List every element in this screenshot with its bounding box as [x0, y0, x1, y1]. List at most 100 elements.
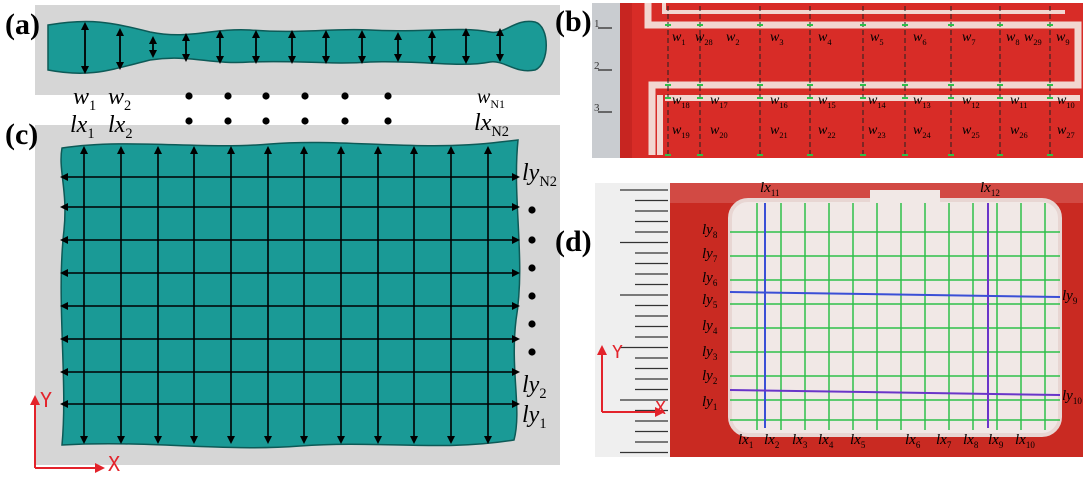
ellipsis-dot	[528, 292, 536, 300]
label-lx2: lx2	[108, 112, 133, 142]
length-label-lx7: lx7	[936, 432, 952, 450]
label-ly1: ly1	[522, 402, 547, 432]
width-label-w23: w23	[868, 123, 886, 140]
panel-d-axis-x-label: X	[655, 398, 666, 419]
panel-b-dashed-lines	[665, 6, 1053, 156]
length-label-ly5: ly5	[702, 292, 718, 310]
length-label-ly4: ly4	[702, 318, 718, 336]
ellipsis-dot	[224, 117, 232, 125]
ellipsis-dot	[185, 117, 193, 125]
ruler-mark-2: 2	[594, 60, 600, 72]
length-label-lx4: lx4	[818, 432, 834, 450]
length-label-lx9: lx9	[988, 432, 1004, 450]
width-label-w13: w13	[913, 93, 931, 110]
width-label-w17: w17	[710, 93, 728, 110]
width-label-w26: w26	[1010, 123, 1028, 140]
width-label-w9: w9	[1056, 30, 1070, 47]
width-label-w29: w29	[1024, 30, 1042, 47]
length-label-ly9: ly9	[1062, 288, 1078, 306]
length-label-lx8: lx8	[963, 432, 979, 450]
ruler-mark-1: 1	[594, 18, 600, 30]
length-label-ly1: ly1	[702, 394, 718, 412]
ellipsis-dot	[528, 206, 536, 214]
length-label-ly6: ly6	[702, 270, 718, 288]
ellipsis-dot	[384, 92, 392, 100]
width-label-w6: w6	[913, 30, 927, 47]
width-label-w20: w20	[710, 123, 728, 140]
width-label-w1: w1	[672, 30, 686, 47]
length-label-lx3: lx3	[792, 432, 808, 450]
width-label-w19: w19	[672, 123, 690, 140]
panel-label-b: (b)	[555, 5, 592, 38]
length-label-lx6: lx6	[905, 432, 921, 450]
panel-a-width-arrows	[81, 22, 504, 74]
panel-c-grid-arrows	[60, 146, 520, 444]
length-label-ly3: ly3	[702, 344, 718, 362]
width-label-w21: w21	[770, 123, 788, 140]
ellipsis-dot	[185, 92, 193, 100]
ellipsis-dots-vertical	[528, 206, 536, 356]
width-label-w28: w28	[695, 30, 713, 47]
ellipsis-dot	[528, 264, 536, 272]
ellipsis-dot	[301, 117, 309, 125]
width-label-w12: w12	[962, 93, 980, 110]
length-label-ly8: ly8	[702, 222, 718, 240]
width-label-w15: w15	[818, 93, 836, 110]
label-ly2: ly2	[522, 372, 547, 402]
ellipsis-dot	[301, 92, 309, 100]
width-label-w24: w24	[913, 123, 931, 140]
width-label-w2: w2	[726, 30, 740, 47]
length-label-lx1: lx1	[738, 432, 754, 450]
width-label-w4: w4	[818, 30, 832, 47]
panel-label-c: (c)	[5, 118, 39, 151]
label-lyN2: lyN2	[522, 160, 557, 190]
panel-c-axis-y-label: Y	[40, 388, 53, 412]
ellipsis-dot	[384, 117, 392, 125]
panel-d-highlight-lines	[729, 203, 1061, 428]
width-label-w14: w14	[868, 93, 886, 110]
panel-d-axes	[597, 345, 665, 417]
width-label-w11: w11	[1010, 93, 1028, 110]
panel-d-ruler-ticks	[620, 189, 668, 454]
panel-d-photo	[595, 183, 1083, 457]
label-w2: w2	[108, 84, 132, 114]
ellipsis-dot	[528, 348, 536, 356]
ruler-mark-3: 3	[594, 102, 600, 114]
length-label-lx2: lx2	[764, 432, 780, 450]
width-label-w10: w10	[1057, 93, 1075, 110]
width-label-w16: w16	[770, 93, 788, 110]
ellipsis-dot	[262, 117, 270, 125]
width-label-w7: w7	[962, 30, 976, 47]
width-label-w5: w5	[870, 30, 884, 47]
ellipsis-dots-horizontal	[185, 92, 392, 125]
panel-d-axis-y-label: Y	[612, 342, 623, 363]
ellipsis-dot	[224, 92, 232, 100]
length-label-lx11: lx11	[760, 180, 780, 198]
ellipsis-dot	[262, 92, 270, 100]
ellipsis-dot	[341, 92, 349, 100]
width-label-w18: w18	[672, 93, 690, 110]
length-label-ly7: ly7	[702, 246, 718, 264]
width-label-w3: w3	[770, 30, 784, 47]
panel-b-photo	[592, 3, 1083, 158]
ellipsis-dot	[528, 236, 536, 244]
panel-c-axis-x-label: X	[108, 452, 121, 476]
panel-c-axes	[30, 395, 105, 473]
ellipsis-dot	[341, 117, 349, 125]
label-w1: w1	[73, 84, 97, 114]
width-label-w8: w8	[1006, 30, 1020, 47]
length-label-lx12: lx12	[980, 180, 1000, 198]
ellipsis-dot	[528, 320, 536, 328]
length-label-lx5: lx5	[850, 432, 866, 450]
panel-label-a: (a)	[5, 8, 40, 41]
length-label-lx10: lx10	[1015, 432, 1035, 450]
panel-label-d: (d)	[555, 225, 592, 258]
label-wN1: wN1	[477, 86, 506, 111]
label-lxN2: lxN2	[474, 110, 509, 140]
width-label-w22: w22	[818, 123, 836, 140]
label-lx1: lx1	[70, 112, 95, 142]
length-label-ly10: ly10	[1062, 388, 1082, 406]
width-label-w25: w25	[962, 123, 980, 140]
width-label-w27: w27	[1057, 123, 1075, 140]
